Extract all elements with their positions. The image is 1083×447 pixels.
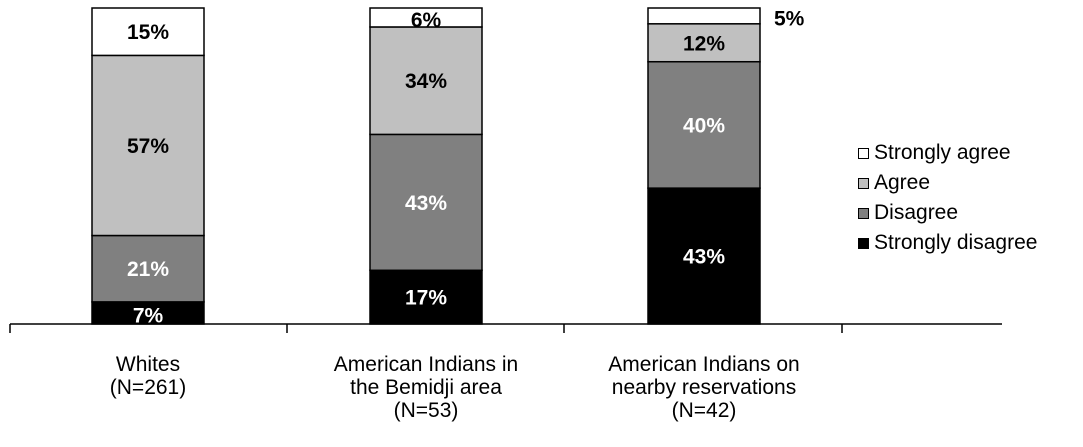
legend-swatch	[858, 207, 869, 219]
legend: Strongly agree Agree Disagree Strongly disa…	[858, 138, 1037, 258]
category-label: American Indians on nearby reservations …	[608, 353, 800, 422]
bar-segment-strongly-agree-2	[647, 7, 761, 25]
bar-segment-disagree-0	[91, 234, 205, 303]
legend-swatch	[858, 177, 869, 189]
bar-segment-strongly-agree-0	[91, 7, 205, 57]
data-label: 40%	[683, 114, 725, 137]
bar-segment-agree-0	[91, 54, 205, 237]
legend-swatch	[858, 237, 869, 249]
legend-item-disagree: Disagree	[858, 198, 1037, 228]
legend-label: Strongly agree	[874, 141, 1011, 164]
legend-label: Disagree	[874, 201, 959, 224]
data-label: 7%	[133, 304, 164, 327]
bar-segment-strongly-disagree-2	[647, 187, 761, 325]
legend-item-strongly-agree: Strongly agree	[858, 138, 1037, 168]
bar-segment-strongly-agree-1	[369, 7, 483, 28]
category-label: Whites (N=261)	[109, 353, 187, 399]
data-label: 12%	[683, 32, 725, 55]
legend-label: Agree	[874, 171, 931, 194]
bar-segment-disagree-1	[369, 133, 483, 272]
data-label: 15%	[127, 21, 169, 44]
legend-label: Strongly disagree	[874, 231, 1038, 254]
data-label: 43%	[405, 192, 447, 215]
bar-segment-agree-1	[369, 26, 483, 136]
data-label: 21%	[127, 258, 169, 281]
legend-item-agree: Agree	[858, 168, 1037, 198]
data-label: 57%	[127, 135, 169, 158]
data-label: 17%	[405, 287, 447, 310]
data-label: 43%	[683, 246, 725, 269]
legend-swatch	[858, 147, 869, 159]
bar-segment-strongly-disagree-1	[369, 269, 483, 325]
data-label: 5%	[774, 8, 805, 31]
legend-item-strongly-disagree: Strongly disagree	[858, 228, 1037, 258]
category-label: American Indians in the Bemidji area (N=…	[333, 353, 519, 422]
data-label: 34%	[405, 70, 447, 93]
bar-segment-disagree-2	[647, 60, 761, 189]
data-label: 6%	[411, 9, 442, 32]
